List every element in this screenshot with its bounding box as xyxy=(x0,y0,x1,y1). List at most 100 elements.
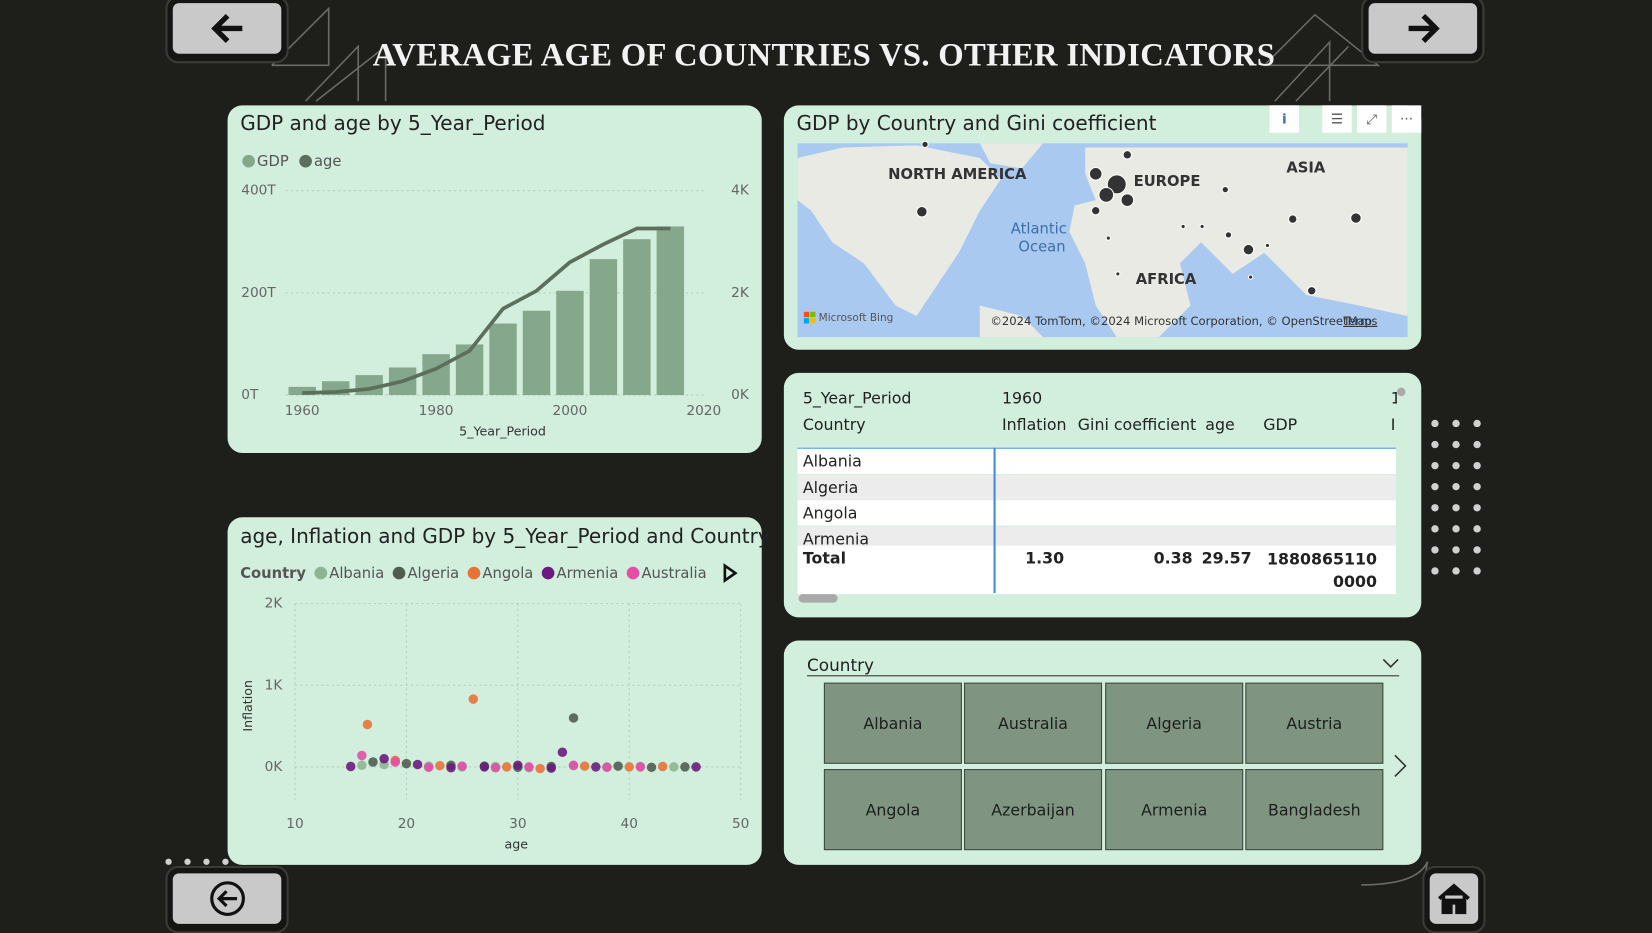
forward-button[interactable] xyxy=(1361,0,1485,64)
decor-dot xyxy=(1452,525,1460,533)
map-bubble xyxy=(1306,286,1317,296)
info-icon[interactable]: i xyxy=(1269,105,1300,133)
map-bubble xyxy=(1122,150,1133,160)
bing-logo xyxy=(803,311,816,324)
map-label: NORTH AMERICA xyxy=(888,166,1027,183)
slicer-item[interactable]: Armenia xyxy=(1105,769,1244,851)
row-stripe xyxy=(797,474,1396,501)
slicer-item[interactable]: Bangladesh xyxy=(1245,769,1384,851)
decor-dot xyxy=(1473,483,1481,491)
decor-dot xyxy=(1431,567,1439,575)
total-value: 1.30 xyxy=(1025,548,1065,568)
decor-dot xyxy=(1473,546,1481,554)
map-bubble xyxy=(1350,212,1362,224)
scrollbar[interactable] xyxy=(1397,387,1406,397)
table-period-label: 5_Year_Period xyxy=(802,388,912,408)
slicer-item[interactable]: Australia xyxy=(964,682,1103,764)
slicer-next[interactable] xyxy=(1393,753,1408,778)
map-bubble xyxy=(1247,274,1254,280)
map-panel: GDP by Country and Gini coefficient NORT… xyxy=(783,105,1422,350)
map-land xyxy=(797,143,1408,338)
map-bubble xyxy=(1199,223,1205,230)
decor-dot xyxy=(1452,567,1460,575)
decor-dot xyxy=(1473,419,1481,428)
row-header-divider xyxy=(993,447,996,594)
map-bubble xyxy=(1120,193,1135,208)
map-bubble xyxy=(1221,185,1229,194)
row-header: Armenia xyxy=(802,529,870,549)
page-title: AVERAGE AGE OF COUNTRIES VS. OTHER INDIC… xyxy=(372,35,1276,73)
decor-dot xyxy=(1431,504,1439,512)
decor-dot xyxy=(1452,440,1460,449)
column-header: Gini coefficient xyxy=(1077,415,1197,435)
map-bubble xyxy=(1264,242,1271,249)
decor-dot xyxy=(1452,461,1460,470)
map-bubble xyxy=(1090,205,1101,216)
focus-icon[interactable]: ⤢ xyxy=(1356,105,1387,133)
slicer-title: Country xyxy=(807,655,875,676)
table-period-value: 1 xyxy=(1391,389,1397,408)
row-header: Albania xyxy=(802,451,862,471)
scrollbar[interactable] xyxy=(798,594,838,603)
column-header: Country xyxy=(802,415,866,435)
decor-dot xyxy=(1473,440,1481,449)
map-label: Atlantic xyxy=(1011,221,1067,238)
map-title: GDP by Country and Gini coefficient xyxy=(796,111,1156,135)
map-bubble xyxy=(1287,214,1298,224)
map-bubble xyxy=(1180,223,1186,230)
map-bubble xyxy=(1224,231,1233,239)
home-button[interactable] xyxy=(1422,865,1486,933)
slicer-dropdown[interactable] xyxy=(1382,658,1399,669)
column-header: I xyxy=(1390,415,1396,435)
decor-dot xyxy=(1473,567,1481,575)
slicer-item[interactable]: Albania xyxy=(823,682,962,764)
decor-dot xyxy=(1452,419,1460,428)
map-bubble xyxy=(1098,186,1115,203)
map: GDP by Country and Gini coefficient NORT… xyxy=(796,111,1408,338)
column-header: age xyxy=(1205,415,1235,435)
decor-dot xyxy=(1452,483,1460,491)
row-background xyxy=(797,500,1396,527)
more-icon[interactable]: ··· xyxy=(1391,105,1422,133)
previous-page-button[interactable] xyxy=(165,865,289,933)
map-brand: Microsoft Bing xyxy=(819,312,894,324)
combo-chart-panel xyxy=(227,105,762,453)
row-background xyxy=(797,448,1396,475)
decor-dot xyxy=(1431,461,1439,470)
total-value: 0.38 xyxy=(1153,548,1193,568)
scatter-chart-panel xyxy=(227,517,762,865)
row-header: Algeria xyxy=(802,477,859,497)
total-value: 18808651100000 xyxy=(1267,549,1378,591)
map-bubble xyxy=(921,140,929,149)
decor-dot xyxy=(1452,504,1460,512)
total-background xyxy=(797,545,1396,595)
slicer-item[interactable]: Algeria xyxy=(1105,682,1244,764)
filter-icon[interactable]: ☰ xyxy=(1322,105,1352,133)
header-divider xyxy=(797,447,1396,449)
map-bubble xyxy=(916,205,928,218)
map-bubble xyxy=(1106,174,1127,195)
decor-dot xyxy=(1431,525,1439,533)
map-bubble xyxy=(1105,235,1111,241)
map-terms[interactable]: Terms xyxy=(1342,314,1377,328)
decor-dot xyxy=(203,858,210,865)
slicer-underline xyxy=(807,675,1400,677)
map-label: EUROPE xyxy=(1134,173,1201,190)
total-label: Total xyxy=(802,548,847,568)
decor-dot xyxy=(1431,483,1439,491)
column-header: Inflation xyxy=(1001,415,1067,435)
decor-dot xyxy=(1431,440,1439,449)
decor-dot xyxy=(165,858,172,865)
back-button[interactable] xyxy=(165,0,289,64)
slicer-item[interactable]: Austria xyxy=(1245,682,1384,764)
decor-dot xyxy=(1452,546,1460,554)
slicer-item[interactable]: Azerbaijan xyxy=(964,769,1103,851)
decor-dot xyxy=(1473,504,1481,512)
row-header: Angola xyxy=(802,503,858,523)
slicer-item[interactable]: Angola xyxy=(823,769,962,851)
decor-dot xyxy=(1431,546,1439,554)
map-bubble xyxy=(1242,243,1255,256)
total-value: 29.57 xyxy=(1201,548,1252,568)
